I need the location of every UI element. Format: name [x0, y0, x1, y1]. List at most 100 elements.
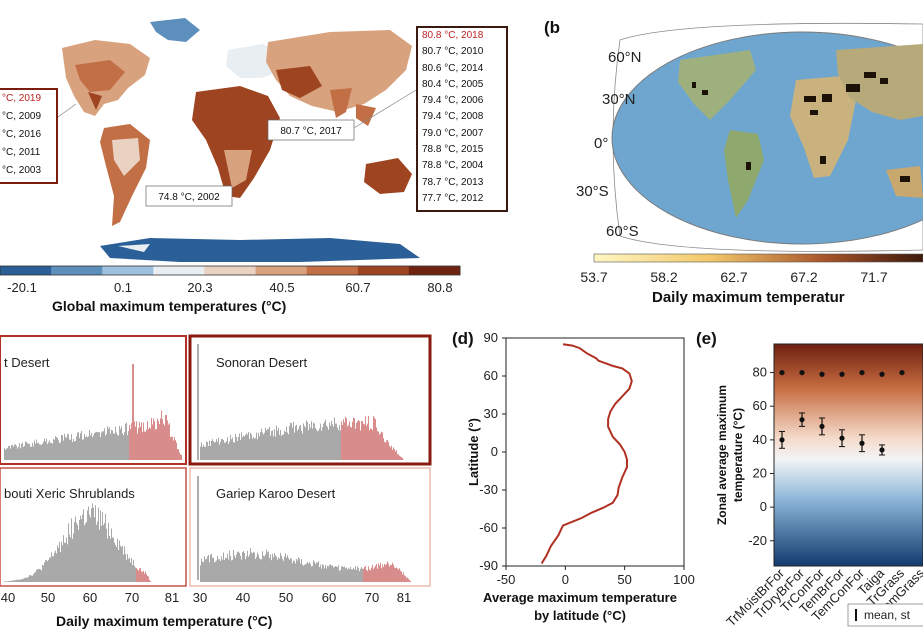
hist-bar	[376, 427, 377, 460]
hist-bar	[383, 438, 384, 460]
hist-bar	[80, 433, 81, 460]
hist-bar	[291, 558, 292, 582]
panel-e-ytick: 0	[760, 499, 767, 514]
hist-bar	[346, 418, 347, 460]
hist-bar	[74, 441, 75, 460]
hist-title-3: Gariep Karoo Desert	[216, 486, 336, 501]
hist-bar	[274, 553, 275, 582]
hist-bar	[403, 572, 404, 582]
hist-bar	[31, 575, 32, 582]
hist-bar	[165, 415, 166, 460]
hist-bar	[4, 447, 5, 460]
hist-bar	[286, 557, 287, 582]
hist-bar	[356, 423, 357, 460]
hist-bar	[98, 507, 99, 582]
hist-bar	[59, 443, 60, 460]
panel-d-tag: (d)	[452, 329, 474, 348]
hist-bar	[379, 565, 380, 582]
hist-bar	[116, 546, 117, 582]
hist-bar	[235, 434, 236, 460]
hist-bar	[70, 439, 71, 460]
hist-bar	[73, 533, 74, 582]
hist-bar	[171, 436, 172, 460]
hist-bar	[334, 417, 335, 460]
hist-bar	[38, 568, 39, 582]
hist-bar	[339, 570, 340, 582]
hist-bar	[173, 440, 174, 460]
hist-bar	[81, 431, 82, 460]
hist-bar	[40, 569, 41, 582]
hist-bar	[374, 567, 375, 582]
hist-bar	[230, 435, 231, 460]
hist-bar	[96, 431, 97, 460]
hist-bar	[342, 425, 343, 460]
hist-bar	[358, 568, 359, 582]
hist-bar	[135, 426, 136, 460]
hist-bar	[394, 449, 395, 460]
hist-bar	[50, 442, 51, 460]
hist-bar	[223, 552, 224, 582]
hist-bar	[388, 563, 389, 582]
hist-bar	[315, 427, 316, 460]
hist-bar	[50, 557, 51, 582]
hist-bar	[33, 574, 34, 582]
hist-bar	[200, 565, 201, 582]
hist-bar	[253, 551, 254, 582]
hist-xtick-r-4: 70	[365, 590, 379, 605]
hist-bar	[217, 555, 218, 582]
hist-bar	[232, 559, 233, 582]
hist-bar	[292, 563, 293, 582]
hist-bar	[354, 569, 355, 582]
hist-bar	[330, 564, 331, 582]
hist-bar	[221, 439, 222, 460]
hist-bar	[225, 557, 226, 582]
hist-bar	[237, 551, 238, 582]
hist-bar	[127, 435, 128, 460]
hist-bar	[179, 452, 180, 460]
hist-bar	[407, 577, 408, 582]
record-right-7: 78.8 °C, 2015	[422, 144, 484, 156]
hist-bar	[167, 420, 168, 460]
hist-bar	[380, 562, 381, 582]
hist-bar	[288, 434, 289, 460]
hist-bar	[134, 421, 135, 460]
lat-label-0: 0°	[594, 135, 608, 152]
hist-bar	[18, 446, 19, 460]
hist-bar	[38, 442, 39, 460]
hist-bar	[63, 440, 64, 460]
hist-bar	[125, 423, 126, 460]
hist-bar	[106, 528, 107, 582]
hist-bar	[300, 563, 301, 582]
hist-bar	[379, 434, 380, 460]
hist-bar	[250, 547, 251, 582]
hist-bar	[48, 560, 49, 582]
hist-bar	[352, 421, 353, 460]
hist-bar	[357, 421, 358, 460]
hist-bar	[74, 521, 75, 582]
hist-bar	[91, 432, 92, 460]
hist-bar	[224, 559, 225, 582]
panel-e-legend: mean, st	[864, 608, 911, 622]
hist-bar	[277, 430, 278, 460]
hist-bar	[350, 566, 351, 582]
hist-bar	[44, 438, 45, 460]
hist-bar	[389, 566, 390, 582]
panel-e-chart: (e) -20020406080TrMoistBrForTrDryBrForTr…	[696, 329, 923, 629]
hist-bar	[37, 443, 38, 460]
hist-bar	[148, 576, 149, 582]
hist-bar	[90, 435, 91, 460]
hist-bar	[53, 556, 54, 582]
hist-bar	[148, 429, 149, 460]
hist-bar	[394, 567, 395, 582]
cbar-a-tick-1: 0.1	[114, 280, 132, 295]
hist-bar	[236, 554, 237, 582]
hist-bar	[317, 431, 318, 460]
hist-bar	[322, 564, 323, 582]
hist-bar	[390, 564, 391, 582]
hist-bar	[325, 564, 326, 582]
hist-bar	[249, 554, 250, 582]
hist-bar	[310, 427, 311, 460]
record-right-9: 78.7 °C, 2013	[422, 176, 484, 188]
hist-bar	[120, 545, 121, 582]
hist-bar	[109, 427, 110, 460]
